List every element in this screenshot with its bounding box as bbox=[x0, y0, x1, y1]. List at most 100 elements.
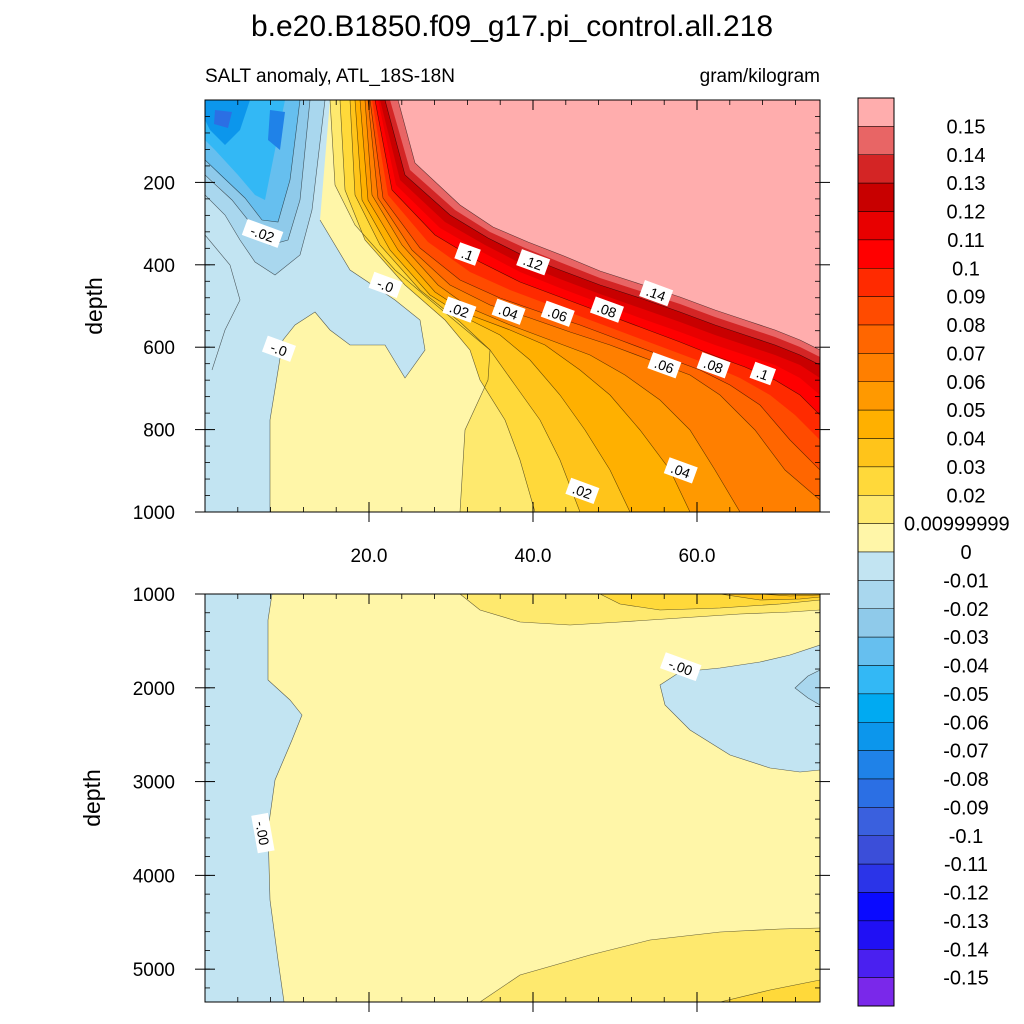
colorbar-swatch bbox=[857, 211, 895, 241]
y-tick-label: 1000 bbox=[133, 503, 175, 524]
colorbar-swatch bbox=[857, 835, 895, 865]
contour-label: .04 bbox=[491, 298, 526, 325]
colorbar-swatch bbox=[857, 466, 895, 496]
colorbar-label: -0.04 bbox=[943, 656, 989, 678]
colorbar-label: 0.03 bbox=[947, 457, 986, 479]
contour-label: .02 bbox=[565, 477, 600, 505]
colorbar-swatch bbox=[857, 523, 895, 553]
contour-label: .06 bbox=[540, 300, 575, 327]
contour-label-text: .14 bbox=[644, 283, 668, 305]
colorbar-swatch bbox=[857, 296, 895, 326]
upper-panel: 20.0 40.0 60.0 200 400 600 800 1000 -.02 -.0 .1 .1… bbox=[133, 99, 830, 567]
contour-label-bg bbox=[639, 280, 674, 307]
lower-contour-labels: -.00 -.00 bbox=[251, 652, 702, 854]
upper-axis-ticks: 20.0 40.0 60.0 200 400 600 800 1000 bbox=[133, 99, 830, 567]
colorbar-swatch bbox=[857, 807, 895, 836]
contour-label-bg bbox=[565, 477, 600, 505]
colorbar-swatch bbox=[857, 495, 895, 524]
lower-axis-ticks: 1000 2000 3000 4000 5000 bbox=[133, 585, 830, 1012]
contour-label: .08 bbox=[589, 296, 624, 323]
contour-label-text: .04 bbox=[669, 460, 693, 482]
upper-y-axis-label: depth bbox=[81, 277, 107, 335]
contour-label-bg bbox=[516, 249, 551, 276]
colorbar-swatch bbox=[857, 949, 895, 978]
colorbar-swatch bbox=[857, 750, 895, 780]
colorbar-label: 0 bbox=[960, 542, 971, 564]
y-tick-label: 3000 bbox=[133, 773, 175, 794]
colorbar-swatch bbox=[857, 126, 895, 155]
contour-label: .1 bbox=[454, 242, 481, 266]
colorbar-swatch bbox=[857, 324, 895, 354]
contour-label-bg bbox=[241, 218, 284, 248]
colorbar-swatch bbox=[857, 268, 895, 297]
colorbar-swatch bbox=[857, 551, 895, 581]
colorbar-label: -0.01 bbox=[943, 570, 989, 592]
upper-contour-labels: -.02 -.0 .1 .12 .02 .04 .06 .08 .14 -.0 .06 .08 .1 .0… bbox=[241, 218, 777, 505]
colorbar-swatch bbox=[857, 778, 895, 808]
y-tick-label: 600 bbox=[143, 338, 175, 359]
colorbar-swatch bbox=[857, 863, 895, 893]
colorbar-swatch bbox=[857, 608, 895, 638]
contour-label-bg bbox=[491, 298, 526, 325]
chart-left-subtitle: SALT anomaly, ATL_18S-18N bbox=[205, 66, 455, 87]
colorbar-label: 0.15 bbox=[947, 116, 986, 138]
contour-label: .14 bbox=[639, 280, 674, 307]
contour-label-text: .02 bbox=[447, 299, 471, 321]
colorbar-swatch bbox=[857, 920, 895, 950]
x-tick-label: 20.0 bbox=[351, 546, 388, 567]
colorbar-label: -0.07 bbox=[943, 741, 989, 763]
colorbar-swatch bbox=[857, 665, 895, 695]
contour-label-text: .06 bbox=[546, 303, 570, 325]
colorbar-label: -0.14 bbox=[943, 939, 989, 961]
colorbar-label: -0.05 bbox=[943, 684, 989, 706]
contour-label: -.0 bbox=[261, 335, 296, 362]
contour-label: .12 bbox=[516, 249, 551, 276]
contour-label: -.00 bbox=[251, 812, 275, 854]
colorbar-label: -0.02 bbox=[943, 599, 989, 621]
x-tick-label: 60.0 bbox=[679, 546, 716, 567]
y-tick-label: 400 bbox=[143, 256, 175, 277]
colorbar-label: -0.08 bbox=[943, 769, 989, 791]
contour-label-text: .1 bbox=[754, 364, 771, 383]
lower-contour-fill bbox=[205, 594, 820, 1002]
contour-label-bg bbox=[647, 352, 682, 379]
colorbar-swatch bbox=[857, 381, 895, 411]
colorbar-swatch bbox=[857, 239, 895, 269]
y-tick-label: 5000 bbox=[133, 960, 175, 981]
contour-label: -.0 bbox=[368, 271, 403, 299]
colorbar-label: -0.12 bbox=[943, 883, 989, 905]
upper-plot-frame bbox=[204, 99, 821, 513]
contour-label-bg bbox=[660, 652, 702, 682]
contour-label: -.02 bbox=[241, 218, 284, 248]
colorbar-label: -0.09 bbox=[943, 797, 989, 819]
colorbar-label: 0.04 bbox=[947, 429, 986, 451]
colorbar-swatch bbox=[857, 892, 895, 922]
colorbar: 0.15 0.14 0.13 0.12 0.11 0.1 0.09 0.08 0.07 0.06 0… bbox=[857, 97, 1010, 1007]
chart-right-subtitle: gram/kilogram bbox=[700, 66, 820, 87]
colorbar-swatch bbox=[857, 154, 895, 184]
y-tick-label: 2000 bbox=[133, 679, 175, 700]
contour-label-text: .12 bbox=[521, 252, 545, 274]
lower-plot-frame bbox=[204, 593, 821, 1003]
colorbar-label: 0.12 bbox=[947, 202, 986, 224]
colorbar-label: 0.07 bbox=[947, 343, 986, 365]
contour-label-text: -.02 bbox=[248, 222, 276, 245]
contour-label-text: .04 bbox=[497, 301, 521, 323]
contour-label-text: .08 bbox=[702, 355, 726, 377]
colorbar-swatch bbox=[857, 693, 895, 723]
y-tick-label: 800 bbox=[143, 421, 175, 442]
colorbar-label: 0.1 bbox=[952, 258, 980, 280]
colorbar-frame bbox=[857, 97, 895, 1007]
colorbar-label: 0.09 bbox=[947, 287, 986, 309]
colorbar-swatch bbox=[857, 353, 895, 382]
contour-label-bg bbox=[442, 296, 477, 323]
contour-label-text: -.0 bbox=[375, 275, 396, 296]
colorbar-swatch bbox=[857, 977, 895, 1007]
contour-label-bg bbox=[540, 300, 575, 327]
contour-label-bg bbox=[749, 361, 777, 386]
y-tick-label: 4000 bbox=[133, 866, 175, 887]
colorbar-label: 0.08 bbox=[947, 315, 986, 337]
x-tick-label: 40.0 bbox=[515, 546, 552, 567]
colorbar-label: 0.13 bbox=[947, 173, 986, 195]
y-tick-label: 1000 bbox=[133, 585, 175, 606]
